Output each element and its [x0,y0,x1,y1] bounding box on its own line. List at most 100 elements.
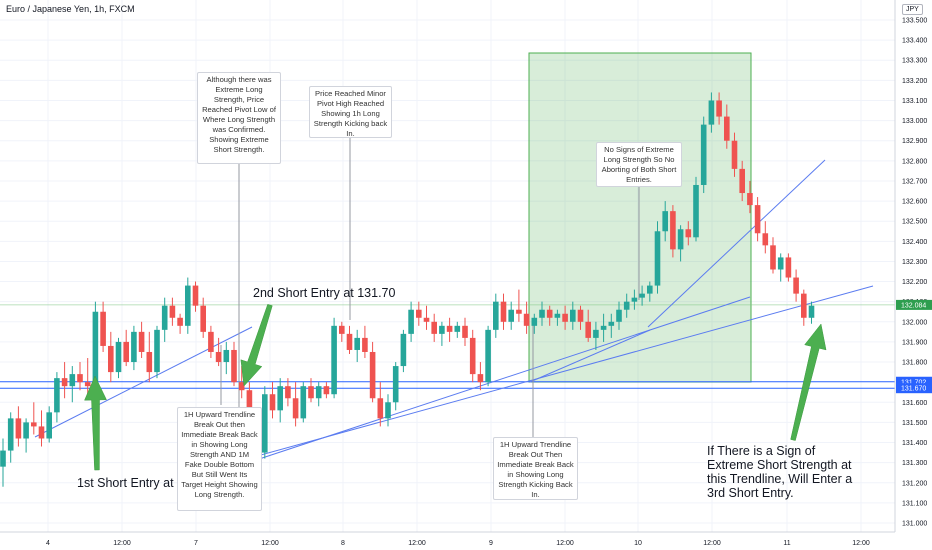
price-label-bg [896,376,932,387]
y-tick-label: 133.000 [902,118,927,125]
candle-body [208,331,214,352]
y-tick-label: 132.600 [902,199,927,206]
currency-badge[interactable]: JPY [902,4,923,15]
candle-body [493,301,499,330]
candle-body [462,325,468,338]
candle-body [408,309,414,334]
candle-body [385,402,391,419]
candle-body [346,333,353,350]
candle-body [362,337,368,352]
candle-body [670,211,676,250]
candle-body [339,325,345,334]
arrow-3rd-short-entry [790,323,827,441]
candle-body [754,205,761,234]
y-tick-label: 132.700 [902,178,927,185]
candle-body [38,426,45,439]
x-tick-label: 12:00 [703,540,721,547]
candle-body [562,313,568,322]
candle-body [146,351,153,373]
candle-body [238,382,245,391]
candle-body [793,277,799,294]
candle-body [200,305,206,332]
y-tick-label: 131.100 [902,500,927,507]
x-tick-label: 12:00 [852,540,870,547]
candle-body [469,337,476,375]
x-tick-label: 12:00 [261,540,279,547]
price-axis-bg [895,0,932,550]
candle-body [0,450,6,467]
candle-body [662,211,668,232]
candle-body [323,386,330,395]
price-label-bg [896,299,932,310]
candle-body [677,229,684,250]
y-tick-label: 131.900 [902,339,927,346]
arrows [84,303,827,471]
x-tick-label: 4 [46,540,50,547]
candle-body [69,374,76,387]
x-tick-label: 11 [783,540,790,547]
arrow-1st-short-entry [84,375,107,471]
candle-body [777,257,784,270]
candle-body [154,329,160,373]
candle-body [100,311,106,346]
candle-body [770,245,776,270]
candle-body [585,321,591,338]
candle-body [369,351,376,399]
price-label-bg [896,383,932,394]
candle-body [400,333,407,367]
candle-body [15,418,22,439]
candle-body [539,309,545,318]
candle-body [215,351,222,363]
y-tick-label: 131.500 [902,420,927,427]
x-tick-label: 7 [194,540,198,547]
candle-body [616,309,622,322]
candle-body [431,321,437,334]
candle-body [739,168,745,194]
candle-body [439,325,445,334]
label-2nd-short-entry: 2nd Short Entry at 131.70 [253,286,396,300]
x-tick-label: 12:00 [408,540,426,547]
trendline [647,159,826,328]
candle-body [123,341,129,363]
drawings [0,138,895,463]
candle-body [623,301,630,310]
candle-body [808,305,815,318]
candle-body [516,309,522,314]
candle-body [7,418,14,451]
candle-body [61,378,68,387]
label-1st-short-entry: 1st Short Entry at 131.70 [77,476,174,492]
chart-title: Euro / Japanese Yen, 1h, FXCM [6,4,135,14]
trendline [34,326,253,438]
candle-body [454,325,461,332]
candle-body [331,325,337,395]
candle-body [23,422,29,439]
candle-body [570,309,576,322]
y-tick-label: 132.900 [902,138,927,145]
candle-body [377,398,384,419]
candle-body [593,329,599,338]
candle-body [277,386,283,411]
candle-body [108,345,114,373]
candle-body [724,116,730,141]
x-tick-label: 12:00 [556,540,574,547]
candle-body [285,386,291,399]
y-tick-label: 132.000 [902,319,927,326]
x-tick-label: 10 [634,540,642,547]
candle-body [84,382,91,387]
candle-body [115,341,122,373]
annotation-trendline-break-2: 1H Upward Trendline Break Out Then Immed… [493,437,578,500]
candle-body [731,140,738,169]
y-tick-label: 133.400 [902,38,927,45]
candle-body [608,321,615,326]
candle-body [693,184,699,238]
candle-body [169,305,176,318]
candle-body [500,301,507,322]
candle-body [546,309,553,318]
y-tick-label: 133.200 [902,78,927,85]
annotation-minor-pivot-high: Price Reached Minor Pivot High Reached S… [309,86,392,138]
candle-body [192,285,199,306]
candle-body [31,422,37,427]
candle-body [762,233,769,246]
